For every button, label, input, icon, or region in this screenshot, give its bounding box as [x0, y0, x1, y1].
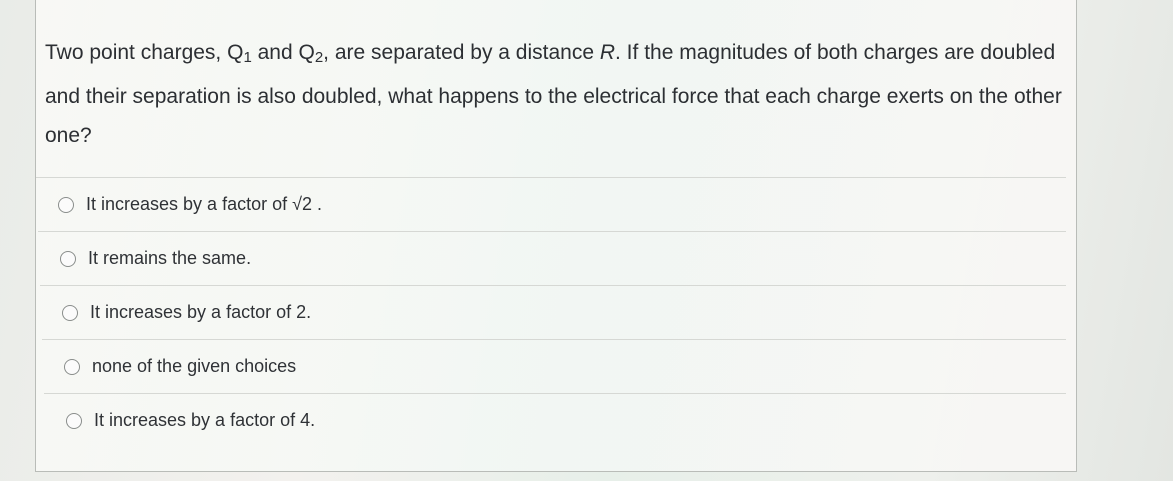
question-text: Two point charges, Q1 and Q2, are separa…	[45, 33, 1075, 155]
question-panel: Two point charges, Q1 and Q2, are separa…	[35, 0, 1077, 472]
subscript: 1	[243, 49, 252, 66]
text: Two point charges, Q	[45, 41, 244, 64]
radio-button[interactable]	[60, 250, 76, 267]
radio-button[interactable]	[62, 304, 78, 321]
radio-button[interactable]	[58, 196, 74, 213]
radio-button[interactable]	[64, 358, 80, 375]
option[interactable]: none of the given choices	[42, 339, 1066, 393]
option-text: It increases by a factor of √2 .	[86, 194, 322, 214]
option[interactable]: It increases by a factor of √2 .	[36, 177, 1066, 231]
text: and Q	[251, 41, 315, 64]
option-text: It increases by a factor of 4.	[94, 410, 316, 430]
radio-button[interactable]	[66, 412, 82, 429]
option-text: It increases by a factor of 2.	[90, 302, 312, 322]
option[interactable]: It increases by a factor of 4.	[44, 393, 1066, 447]
option-text: none of the given choices	[92, 356, 297, 376]
variable: R	[599, 41, 616, 64]
text: . If the magnitudes of both charges are …	[45, 41, 1062, 147]
text: , are separated by a distance	[323, 41, 600, 64]
option[interactable]: It remains the same.	[38, 231, 1066, 285]
option[interactable]: It increases by a factor of 2.	[40, 285, 1066, 339]
options-list: It increases by a factor of √2 . It remai…	[36, 177, 1066, 447]
subscript: 2	[314, 49, 324, 66]
option-text: It remains the same.	[88, 248, 252, 268]
